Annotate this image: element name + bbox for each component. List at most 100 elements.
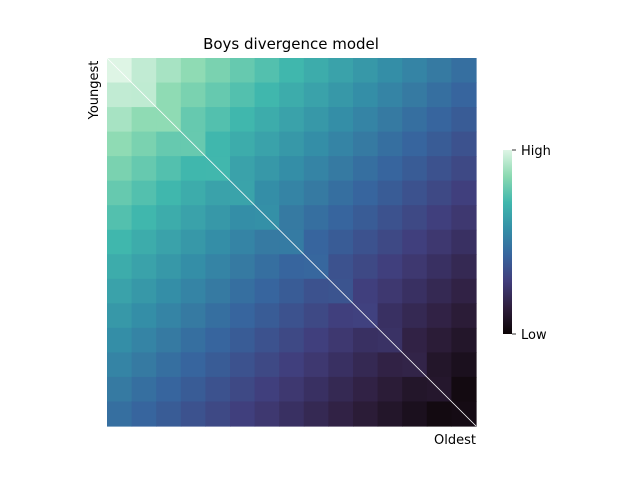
heatmap-cell [181,279,206,304]
heatmap-cell [279,156,304,181]
heatmap-cell [107,254,132,279]
heatmap-cell [304,352,329,377]
heatmap-cell [328,181,353,206]
heatmap-cell [205,107,230,132]
heatmap-cell [353,181,378,206]
heatmap-cell [255,352,280,377]
heatmap-cell [205,377,230,402]
heatmap-cell [353,279,378,304]
heatmap-cell [427,230,452,255]
heatmap-cell [279,58,304,83]
heatmap-cell [132,303,157,328]
heatmap-cell [230,107,255,132]
heatmap-cell [107,107,132,132]
heatmap-cell [255,181,280,206]
heatmap-cell [132,58,157,83]
heatmap-cell [279,254,304,279]
heatmap-cell [181,83,206,108]
heatmap-cell [156,156,181,181]
heatmap-cell [230,401,255,426]
heatmap-cell [279,279,304,304]
heatmap-cell [107,83,132,108]
heatmap-cell [328,58,353,83]
heatmap-cell [132,254,157,279]
heatmap-cell [402,303,427,328]
heatmap-cell [304,156,329,181]
heatmap-cell [107,205,132,230]
heatmap-cell [230,205,255,230]
heatmap-cell [427,83,452,108]
heatmap-cell [378,58,403,83]
heatmap-cell [304,83,329,108]
heatmap-cell [304,132,329,157]
heatmap-cell [230,328,255,353]
heatmap-cell [230,132,255,157]
heatmap-cell [353,377,378,402]
heatmap-cell [402,377,427,402]
heatmap-cell [107,377,132,402]
heatmap-cell [304,58,329,83]
heatmap-cell [402,132,427,157]
heatmap-cell [402,181,427,206]
heatmap-cell [132,401,157,426]
heatmap-cell [230,83,255,108]
heatmap-cell [451,377,476,402]
heatmap-cell [279,132,304,157]
heatmap-cell [230,303,255,328]
heatmap-cell [255,377,280,402]
heatmap-cell [304,328,329,353]
heatmap-cell [378,132,403,157]
heatmap-cell [378,303,403,328]
heatmap-cell [132,352,157,377]
heatmap-cell [132,132,157,157]
heatmap-cell [353,328,378,353]
heatmap-cell [378,352,403,377]
heatmap-cell [451,303,476,328]
heatmap-cell [304,205,329,230]
heatmap-cell [205,205,230,230]
heatmap-cell [255,107,280,132]
heatmap-cell [378,83,403,108]
heatmap-cell [132,181,157,206]
heatmap-cell [427,401,452,426]
heatmap-cell [156,401,181,426]
heatmap-cell [353,401,378,426]
heatmap-cell [181,58,206,83]
heatmap-cell [107,156,132,181]
heatmap-cell [181,328,206,353]
heatmap-cell [378,279,403,304]
heatmap-cell [427,107,452,132]
heatmap-cell [353,58,378,83]
heatmap-cell [156,83,181,108]
heatmap-cell [255,279,280,304]
heatmap-cell [353,156,378,181]
heatmap-cell [451,254,476,279]
heatmap-cell [107,279,132,304]
colorbar-high-label: High [521,144,551,159]
heatmap-cell [427,181,452,206]
heatmap-cell [451,352,476,377]
heatmap-cell [402,230,427,255]
heatmap-cell [279,401,304,426]
heatmap-cell [181,352,206,377]
heatmap-cell [205,181,230,206]
heatmap-cell [378,377,403,402]
heatmap-cell [156,181,181,206]
heatmap-cell [427,205,452,230]
heatmap-cell [230,254,255,279]
heatmap-cell [353,83,378,108]
heatmap-cell [156,254,181,279]
chart-title: Boys divergence model [203,35,379,53]
heatmap-cell [230,230,255,255]
colorbar [503,150,512,334]
heatmap-cell [279,377,304,402]
heatmap-cell [378,156,403,181]
heatmap-cell [328,83,353,108]
heatmap-cell [181,303,206,328]
heatmap-cell [304,303,329,328]
heatmap-cell [378,401,403,426]
heatmap-cell [205,230,230,255]
heatmap-cell [132,279,157,304]
heatmap-cell [181,205,206,230]
